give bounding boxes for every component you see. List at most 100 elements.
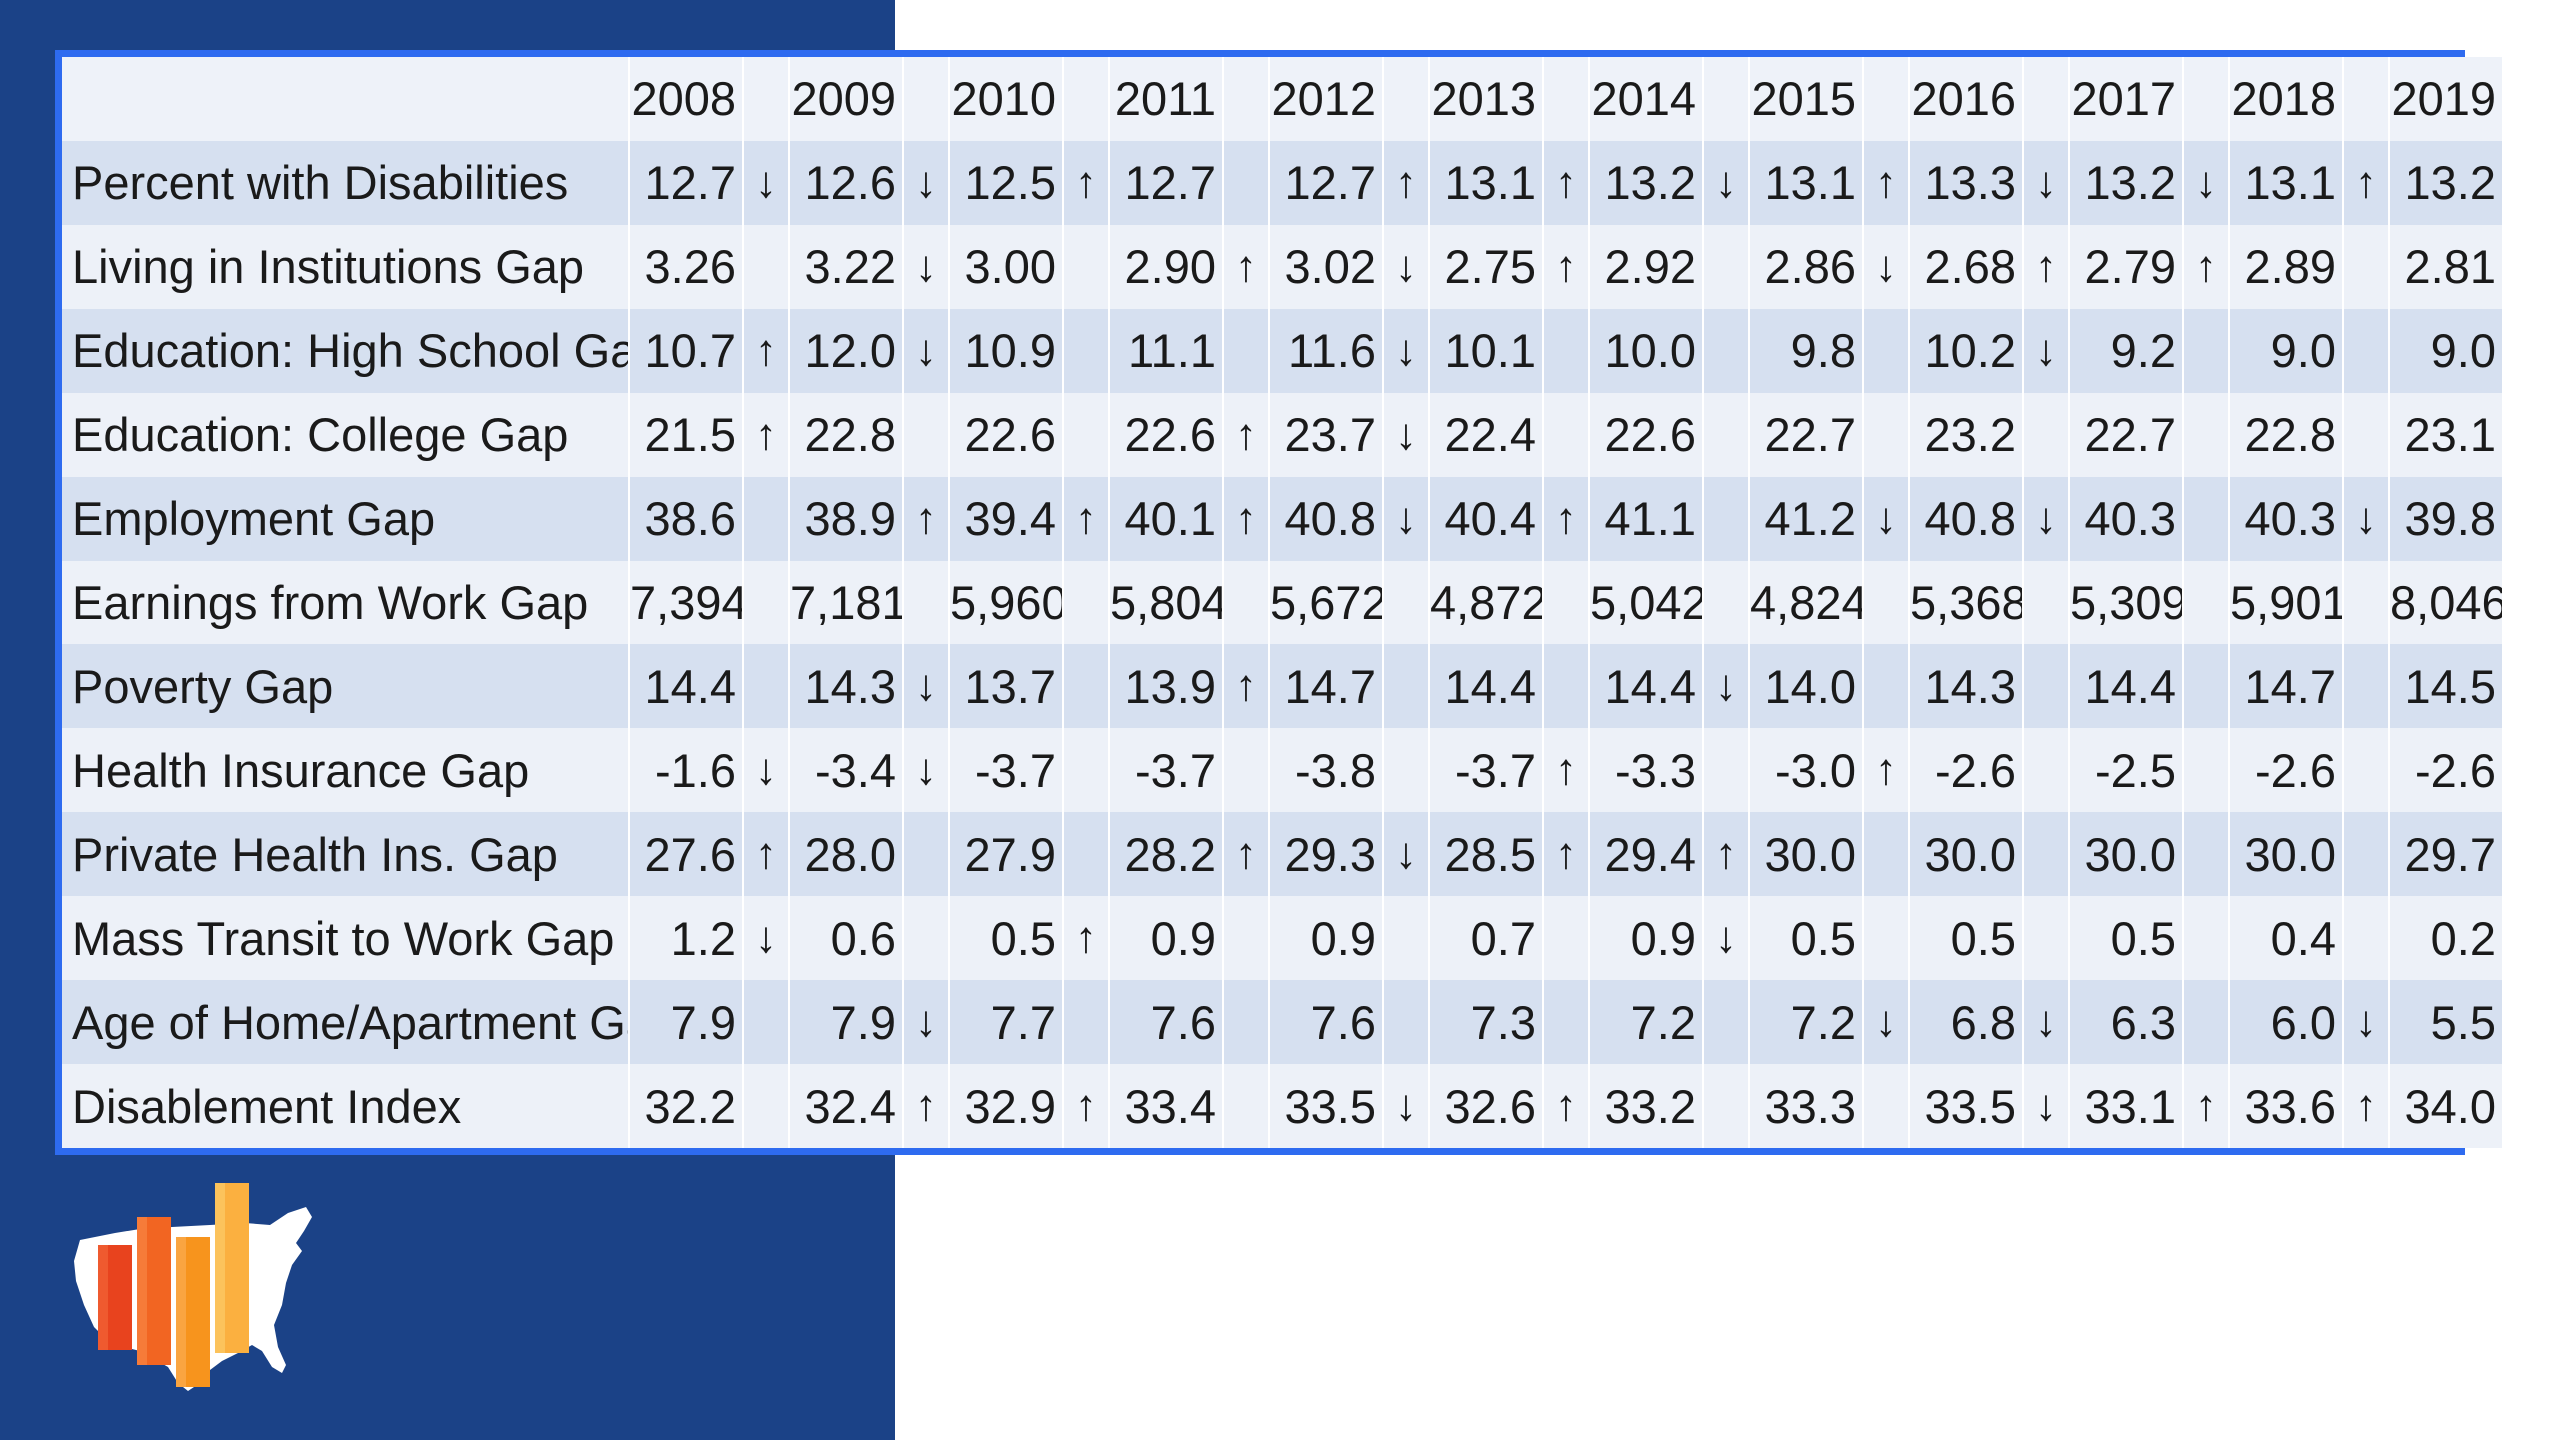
- data-value-cell: 9.0: [2389, 308, 2504, 393]
- logo-bar-2-highlight: [137, 1217, 147, 1365]
- data-value-cell: 3.02: [1269, 224, 1384, 309]
- up-arrow-icon: ↑: [743, 812, 790, 897]
- us-map-bar-chart-logo: [74, 1183, 312, 1391]
- data-value-cell: 28.2: [1109, 812, 1224, 897]
- up-arrow-icon: ↑: [1543, 812, 1590, 897]
- down-arrow-icon: ↓: [903, 224, 950, 309]
- data-value-cell: -3.7: [1429, 728, 1544, 813]
- trend-empty-cell: [2183, 560, 2230, 645]
- down-arrow-icon: ↓: [2023, 980, 2070, 1065]
- data-value-cell: 14.4: [1589, 644, 1704, 729]
- data-value-cell: 5,309: [2069, 560, 2184, 645]
- data-value-cell: -2.5: [2069, 728, 2184, 813]
- year-header-2016: 2016: [1909, 57, 2024, 141]
- trend-empty-cell: [1703, 1064, 1750, 1148]
- data-value-cell: 33.5: [1909, 1064, 2024, 1148]
- table-row: Poverty Gap 14.4 14.3 ↓ 13.7 13.9 ↑ 14.7 14.4 14.…: [62, 644, 2504, 729]
- table-row: Mass Transit to Work Gap 1.2 ↓ 0.6 0.5 ↑ 0.9 0.…: [62, 896, 2504, 981]
- header-spacer-cell: [743, 57, 790, 141]
- data-value-cell: 41.2: [1749, 476, 1864, 561]
- data-value-cell: 33.1: [2069, 1064, 2184, 1148]
- trend-empty-cell: [1223, 1064, 1270, 1148]
- trend-empty-cell: [743, 980, 790, 1065]
- data-value-cell: 40.1: [1109, 476, 1224, 561]
- down-arrow-icon: ↓: [1863, 980, 1910, 1065]
- year-header-2019: 2019: [2389, 57, 2504, 141]
- trend-empty-cell: [2023, 560, 2070, 645]
- table-row: Earnings from Work Gap 7,394 7,181 5,960 5,8…: [62, 560, 2504, 645]
- data-value-cell: -2.6: [2229, 728, 2344, 813]
- trend-empty-cell: [743, 224, 790, 309]
- data-value-cell: 6.0: [2229, 980, 2344, 1065]
- data-value-cell: 14.3: [1909, 644, 2024, 729]
- data-value-cell: 33.5: [1269, 1064, 1384, 1148]
- up-arrow-icon: ↑: [1543, 224, 1590, 309]
- down-arrow-icon: ↓: [2023, 476, 2070, 561]
- data-value-cell: 4,824: [1749, 560, 1864, 645]
- header-corner-cell: [62, 57, 630, 141]
- up-arrow-icon: ↑: [2023, 224, 2070, 309]
- data-value-cell: 7,181: [789, 560, 904, 645]
- data-value-cell: 39.4: [949, 476, 1064, 561]
- up-arrow-icon: ↑: [1703, 812, 1750, 897]
- data-value-cell: 32.6: [1429, 1064, 1544, 1148]
- data-value-cell: 2.79: [2069, 224, 2184, 309]
- up-arrow-icon: ↑: [1063, 1064, 1110, 1148]
- data-value-cell: 22.6: [1109, 392, 1224, 477]
- header-spacer-cell: [1543, 57, 1590, 141]
- data-value-cell: 22.7: [1749, 392, 1864, 477]
- trend-empty-cell: [1863, 896, 1910, 981]
- table-row: Employment Gap 38.6 38.9 ↑ 39.4 ↑ 40.1 ↑ 40.8 ↓ 40…: [62, 476, 2504, 561]
- row-label: Earnings from Work Gap: [62, 560, 630, 645]
- trend-empty-cell: [743, 560, 790, 645]
- trend-empty-cell: [1703, 560, 1750, 645]
- data-value-cell: 2.90: [1109, 224, 1224, 309]
- data-value-cell: 39.8: [2389, 476, 2504, 561]
- table-row: Education: High School Gap 10.7 ↑ 12.0 ↓ 10.9…: [62, 308, 2504, 393]
- down-arrow-icon: ↓: [1383, 308, 1430, 393]
- data-value-cell: 14.7: [1269, 644, 1384, 729]
- data-value-cell: 0.5: [1909, 896, 2024, 981]
- data-value-cell: 2.75: [1429, 224, 1544, 309]
- trend-empty-cell: [1703, 308, 1750, 393]
- header-spacer-cell: [1383, 57, 1430, 141]
- trend-empty-cell: [1223, 140, 1270, 225]
- up-arrow-icon: ↑: [1223, 812, 1270, 897]
- down-arrow-icon: ↓: [1863, 476, 1910, 561]
- data-value-cell: 0.6: [789, 896, 904, 981]
- trend-empty-cell: [1223, 728, 1270, 813]
- data-value-cell: 33.6: [2229, 1064, 2344, 1148]
- trend-empty-cell: [1863, 560, 1910, 645]
- data-value-cell: 22.6: [949, 392, 1064, 477]
- data-value-cell: 0.7: [1429, 896, 1544, 981]
- trend-empty-cell: [2183, 476, 2230, 561]
- down-arrow-icon: ↓: [2023, 140, 2070, 225]
- trend-empty-cell: [2343, 644, 2390, 729]
- up-arrow-icon: ↑: [743, 308, 790, 393]
- up-arrow-icon: ↑: [1383, 140, 1430, 225]
- table-row: Education: College Gap 21.5 ↑ 22.8 22.6 22.6 ↑…: [62, 392, 2504, 477]
- row-label: Mass Transit to Work Gap: [62, 896, 630, 981]
- data-value-cell: 5,804: [1109, 560, 1224, 645]
- data-value-cell: 32.9: [949, 1064, 1064, 1148]
- trend-empty-cell: [1703, 980, 1750, 1065]
- data-value-cell: 3.22: [789, 224, 904, 309]
- up-arrow-icon: ↑: [1543, 476, 1590, 561]
- trend-empty-cell: [1223, 980, 1270, 1065]
- disability-statistics-table: 2008 2009 2010 2011 2012 2013 2014 2015 2016 2017…: [55, 50, 2504, 1155]
- up-arrow-icon: ↑: [1063, 896, 1110, 981]
- data-value-cell: 0.9: [1269, 896, 1384, 981]
- data-value-cell: 22.4: [1429, 392, 1544, 477]
- trend-empty-cell: [2343, 560, 2390, 645]
- header-spacer-cell: [2183, 57, 2230, 141]
- up-arrow-icon: ↑: [1543, 1064, 1590, 1148]
- data-value-cell: 12.7: [1109, 140, 1224, 225]
- data-value-cell: 10.7: [629, 308, 744, 393]
- down-arrow-icon: ↓: [903, 728, 950, 813]
- row-label: Poverty Gap: [62, 644, 630, 729]
- trend-empty-cell: [2183, 896, 2230, 981]
- trend-empty-cell: [1223, 896, 1270, 981]
- data-value-cell: 40.3: [2069, 476, 2184, 561]
- data-value-cell: 7.3: [1429, 980, 1544, 1065]
- data-value-cell: 40.8: [1909, 476, 2024, 561]
